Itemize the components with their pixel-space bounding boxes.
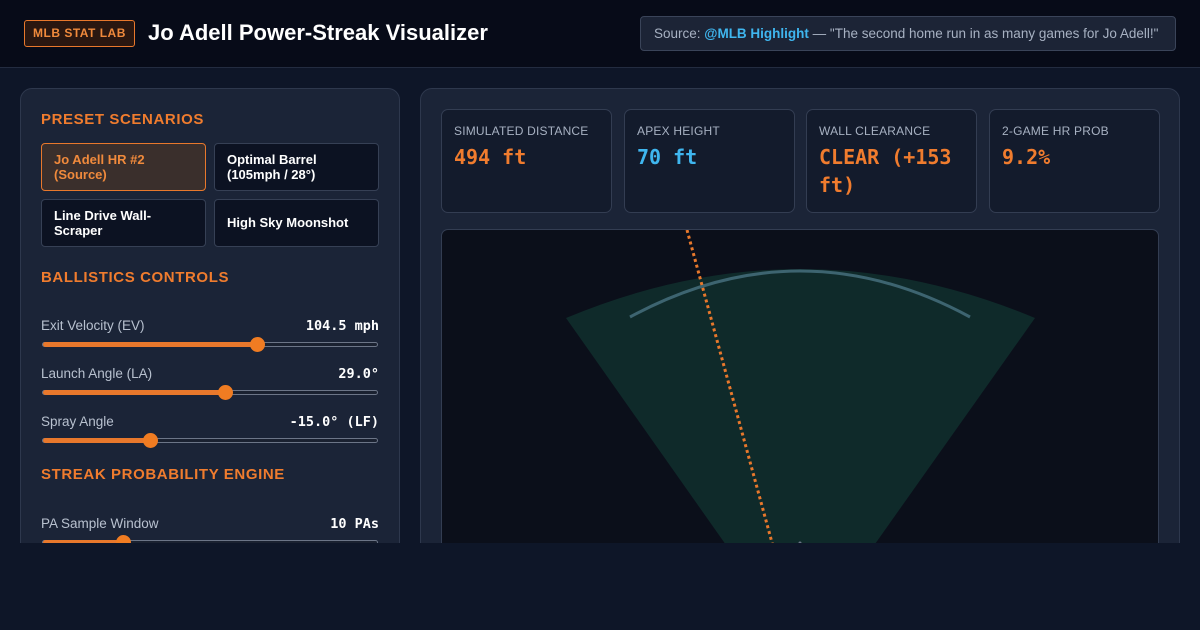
- slider-fill: [43, 438, 150, 443]
- page-footer-area: [0, 543, 1200, 630]
- stat-label: WALL CLEARANCE: [819, 124, 931, 138]
- field-visualization: [441, 229, 1159, 567]
- exit-velocity-value: 104.5 mph: [305, 318, 379, 334]
- stat-card-hr-prob: 2-GAME HR PROB 9.2%: [989, 109, 1160, 213]
- preset-scenarios-heading: PRESET SCENARIOS: [41, 111, 204, 128]
- results-panel: SIMULATED DISTANCE 494 ft APEX HEIGHT 70…: [420, 88, 1180, 568]
- spray-angle-value: -15.0° (LF): [289, 414, 379, 430]
- ballistics-controls-heading: BALLISTICS CONTROLS: [41, 269, 230, 286]
- brand-badge: MLB STAT LAB: [24, 20, 135, 47]
- controls-panel: PRESET SCENARIOS Jo Adell HR #2 (Source)…: [20, 88, 400, 568]
- preset-optimal-barrel-button[interactable]: Optimal Barrel (105mph / 28°): [214, 143, 379, 191]
- preset-jo-adell-hr2-button[interactable]: Jo Adell HR #2 (Source): [41, 143, 206, 191]
- ball-trajectory: [685, 230, 776, 551]
- outfield-fan: [566, 269, 1035, 567]
- page-title: Jo Adell Power-Streak Visualizer: [148, 20, 488, 45]
- outfield-fence: [629, 269, 971, 319]
- source-prefix: Source:: [654, 26, 705, 41]
- exit-velocity-label: Exit Velocity (EV): [41, 318, 145, 333]
- stat-value: 70 ft: [637, 145, 698, 169]
- stat-card-apex: APEX HEIGHT 70 ft: [624, 109, 795, 213]
- slider-thumb[interactable]: [142, 433, 158, 448]
- slider-thumb[interactable]: [218, 385, 234, 400]
- source-quote: — "The second home run in as many games …: [808, 26, 1159, 41]
- stat-value: 494 ft: [454, 145, 527, 169]
- stat-card-distance: SIMULATED DISTANCE 494 ft: [441, 109, 612, 213]
- stat-value: 9.2%: [1002, 145, 1051, 169]
- pa-window-value: 10 PAs: [330, 516, 379, 532]
- stat-label: APEX HEIGHT: [637, 124, 720, 138]
- spray-angle-slider[interactable]: [42, 433, 378, 448]
- source-citation: Source: @MLB Highlight — "The second hom…: [640, 16, 1176, 51]
- launch-angle-label: Launch Angle (LA): [41, 366, 153, 381]
- source-handle-link[interactable]: @MLB Highlight: [704, 26, 809, 41]
- stat-value: CLEAR (+153 ft): [819, 145, 952, 197]
- app-header: MLB STAT LAB Jo Adell Power-Streak Visua…: [0, 0, 1200, 68]
- exit-velocity-slider[interactable]: [42, 337, 378, 352]
- stat-label: 2-GAME HR PROB: [1002, 124, 1109, 138]
- launch-angle-value: 29.0°: [338, 366, 379, 382]
- streak-engine-heading: STREAK PROBABILITY ENGINE: [41, 466, 285, 483]
- slider-thumb[interactable]: [249, 337, 265, 352]
- stat-label: SIMULATED DISTANCE: [454, 124, 589, 138]
- launch-angle-slider[interactable]: [42, 385, 378, 400]
- slider-fill: [43, 540, 124, 545]
- slider-fill: [43, 342, 257, 347]
- field-diagram: [566, 230, 1035, 567]
- preset-line-drive-button[interactable]: Line Drive Wall-Scraper: [41, 199, 206, 247]
- pa-window-label: PA Sample Window: [41, 516, 159, 531]
- slider-fill: [43, 390, 226, 395]
- stat-card-wall-clearance: WALL CLEARANCE CLEAR (+153 ft): [806, 109, 977, 213]
- preset-high-sky-button[interactable]: High Sky Moonshot: [214, 199, 379, 247]
- spray-angle-label: Spray Angle: [41, 414, 114, 429]
